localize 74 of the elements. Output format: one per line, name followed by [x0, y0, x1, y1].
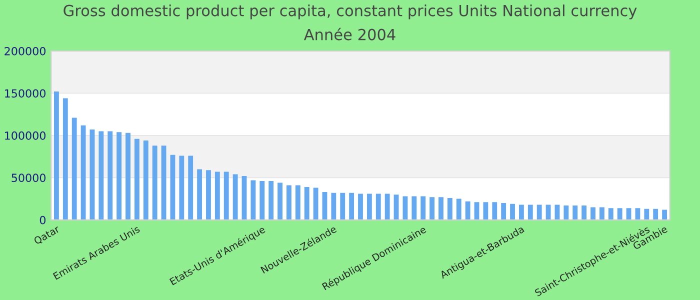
bar — [134, 138, 140, 220]
bar — [108, 131, 113, 220]
bar — [322, 192, 328, 220]
bar — [232, 174, 238, 220]
bar — [617, 208, 622, 220]
bar — [536, 204, 542, 220]
bar — [501, 203, 506, 220]
bar — [349, 192, 354, 220]
bar — [483, 202, 488, 220]
bar — [492, 202, 498, 220]
bar — [366, 194, 372, 220]
bar — [340, 192, 346, 220]
bar — [635, 208, 640, 220]
bar — [430, 197, 434, 220]
bar — [358, 194, 363, 220]
bar — [653, 208, 658, 220]
bar — [519, 204, 524, 220]
bar — [116, 132, 122, 220]
bar — [161, 146, 166, 220]
bar — [456, 198, 462, 220]
bar — [152, 146, 158, 220]
chart-subtitle: Année 2004 — [304, 28, 396, 40]
y-tick-label: 100000 — [5, 131, 46, 140]
bar — [206, 170, 211, 220]
bar — [582, 206, 587, 220]
bar — [188, 156, 194, 220]
bar — [170, 154, 176, 220]
bar — [54, 92, 59, 220]
bar — [250, 180, 256, 220]
bar — [376, 194, 381, 220]
bar — [143, 140, 148, 220]
y-tick-label: 50000 — [12, 174, 46, 182]
bar — [447, 198, 452, 220]
bar — [546, 204, 551, 220]
bar — [278, 182, 282, 220]
bar — [590, 207, 596, 220]
bar — [438, 197, 444, 220]
bar — [286, 185, 292, 220]
y-tick-label: 0 — [40, 216, 46, 224]
bar — [126, 132, 130, 220]
bar — [214, 172, 220, 220]
bar — [80, 125, 86, 220]
bar — [304, 186, 310, 220]
bar — [197, 169, 202, 220]
bar — [412, 196, 417, 220]
bar — [224, 172, 229, 220]
bar — [572, 206, 578, 220]
bar — [295, 185, 300, 220]
bar — [564, 206, 569, 220]
bar — [384, 194, 390, 220]
bar — [662, 210, 667, 220]
bar — [599, 207, 604, 220]
bar — [260, 181, 265, 220]
bar — [528, 204, 533, 220]
bar — [179, 156, 184, 220]
bar — [98, 131, 104, 220]
bar — [62, 98, 68, 220]
bar — [72, 118, 77, 220]
y-tick-label: 150000 — [5, 89, 46, 98]
chart-title: Gross domestic product per capita, constant prices Units National currency — [64, 4, 637, 20]
bar — [608, 208, 614, 220]
bar — [510, 204, 515, 220]
bar — [394, 194, 399, 220]
y-tick-label: 200000 — [4, 46, 46, 56]
bar — [268, 181, 274, 220]
bar — [90, 130, 95, 220]
bar — [420, 196, 426, 220]
bar — [313, 188, 318, 220]
bar — [554, 204, 560, 220]
bar — [242, 176, 247, 220]
bar — [644, 208, 650, 220]
bar — [331, 192, 336, 220]
bar — [474, 202, 480, 220]
bar — [465, 201, 470, 220]
